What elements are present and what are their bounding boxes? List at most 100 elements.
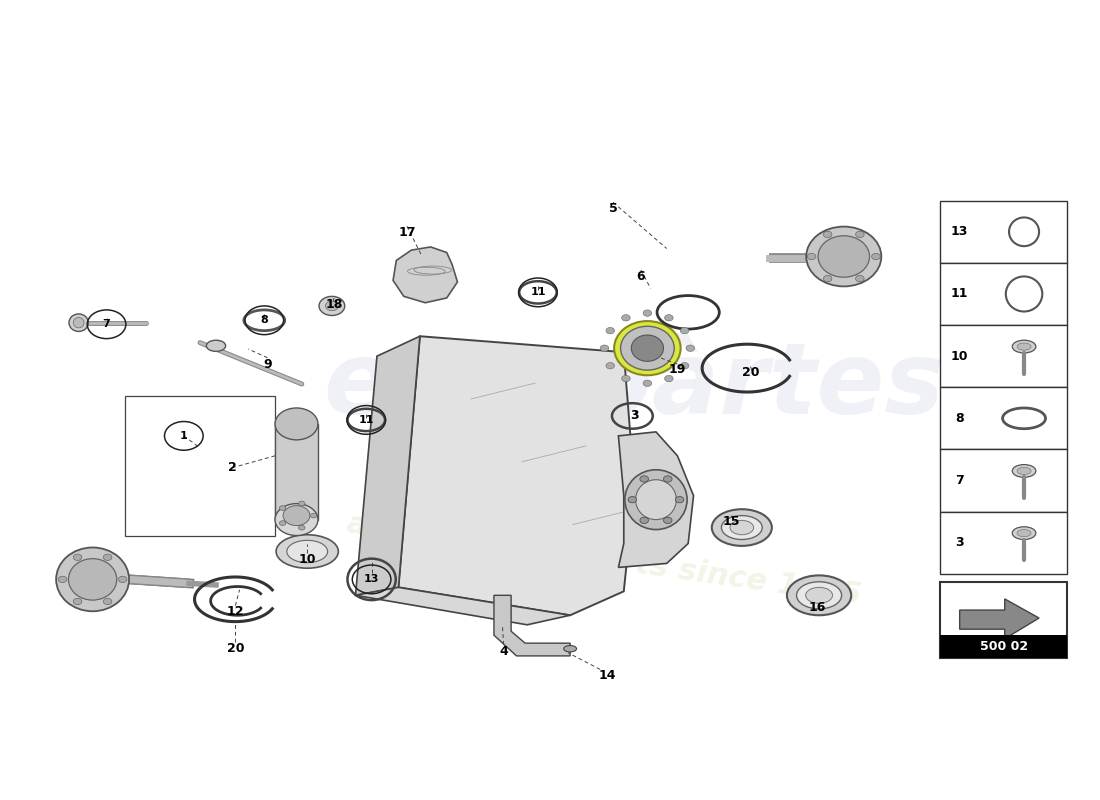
Ellipse shape xyxy=(207,340,226,351)
Text: 8: 8 xyxy=(261,315,268,326)
Text: europàrtes: europàrtes xyxy=(323,334,944,435)
Text: 19: 19 xyxy=(669,363,686,376)
Text: 15: 15 xyxy=(723,514,740,528)
Text: 5: 5 xyxy=(608,202,617,215)
Ellipse shape xyxy=(68,558,117,600)
Text: 500 02: 500 02 xyxy=(980,640,1027,653)
Text: 11: 11 xyxy=(530,287,546,298)
Bar xyxy=(940,635,1067,658)
Circle shape xyxy=(664,314,673,321)
Text: 10: 10 xyxy=(298,553,316,566)
Ellipse shape xyxy=(636,480,676,519)
Circle shape xyxy=(606,327,615,334)
Bar xyxy=(940,325,1067,387)
Bar xyxy=(940,263,1067,325)
Circle shape xyxy=(621,375,630,382)
Ellipse shape xyxy=(275,504,318,535)
Ellipse shape xyxy=(722,515,762,539)
Circle shape xyxy=(58,576,67,582)
Bar xyxy=(940,582,1067,658)
Circle shape xyxy=(871,254,880,260)
Ellipse shape xyxy=(287,540,328,562)
Circle shape xyxy=(824,231,832,238)
Polygon shape xyxy=(494,595,570,656)
Text: 1: 1 xyxy=(180,431,188,441)
Ellipse shape xyxy=(1018,467,1031,474)
Polygon shape xyxy=(618,432,693,567)
Circle shape xyxy=(856,231,865,238)
Circle shape xyxy=(601,345,608,351)
Circle shape xyxy=(640,517,649,523)
Polygon shape xyxy=(959,599,1040,638)
Polygon shape xyxy=(398,336,635,615)
Ellipse shape xyxy=(563,646,576,652)
Text: 7: 7 xyxy=(955,474,964,487)
Polygon shape xyxy=(393,247,458,302)
Circle shape xyxy=(103,598,112,605)
Circle shape xyxy=(663,476,672,482)
Text: 4: 4 xyxy=(499,645,508,658)
Circle shape xyxy=(326,301,339,310)
Ellipse shape xyxy=(69,314,88,331)
Ellipse shape xyxy=(620,326,674,370)
Circle shape xyxy=(680,327,689,334)
Bar xyxy=(275,424,318,519)
Text: 11: 11 xyxy=(950,287,968,301)
Ellipse shape xyxy=(625,470,688,530)
Ellipse shape xyxy=(74,318,84,328)
Ellipse shape xyxy=(1012,465,1036,478)
Circle shape xyxy=(298,501,305,506)
Ellipse shape xyxy=(1012,340,1036,353)
Circle shape xyxy=(807,254,816,260)
Circle shape xyxy=(856,275,865,282)
Text: 16: 16 xyxy=(808,601,826,614)
Text: 6: 6 xyxy=(637,270,646,283)
Ellipse shape xyxy=(614,321,681,375)
Text: 3: 3 xyxy=(630,410,639,422)
Circle shape xyxy=(279,521,286,526)
Text: 3: 3 xyxy=(956,536,964,550)
Circle shape xyxy=(119,576,126,582)
Circle shape xyxy=(628,497,637,503)
Ellipse shape xyxy=(1018,343,1031,350)
Circle shape xyxy=(298,526,305,530)
Circle shape xyxy=(663,517,672,523)
Text: 13: 13 xyxy=(364,574,380,584)
Text: 12: 12 xyxy=(227,605,244,618)
Circle shape xyxy=(74,554,81,561)
Circle shape xyxy=(621,314,630,321)
Bar xyxy=(940,201,1067,263)
Ellipse shape xyxy=(786,575,851,615)
Ellipse shape xyxy=(806,226,881,286)
Ellipse shape xyxy=(631,335,663,362)
Circle shape xyxy=(664,375,673,382)
Polygon shape xyxy=(355,587,570,625)
Text: 10: 10 xyxy=(950,350,968,362)
Text: 9: 9 xyxy=(263,358,272,370)
Text: 20: 20 xyxy=(227,642,244,655)
Text: 11: 11 xyxy=(359,415,374,425)
Text: 18: 18 xyxy=(326,298,343,311)
Text: 8: 8 xyxy=(956,412,964,425)
Circle shape xyxy=(606,362,615,369)
Ellipse shape xyxy=(56,547,129,611)
Bar xyxy=(940,450,1067,512)
Ellipse shape xyxy=(276,534,339,568)
Ellipse shape xyxy=(275,408,318,440)
Ellipse shape xyxy=(818,236,869,278)
Text: 13: 13 xyxy=(952,226,968,238)
Circle shape xyxy=(103,554,112,561)
Text: 14: 14 xyxy=(598,669,616,682)
Circle shape xyxy=(824,275,832,282)
Ellipse shape xyxy=(1012,526,1036,539)
Circle shape xyxy=(279,506,286,510)
Circle shape xyxy=(644,380,651,386)
Circle shape xyxy=(310,514,317,518)
Bar xyxy=(940,387,1067,450)
Text: 17: 17 xyxy=(398,226,416,239)
Bar xyxy=(940,512,1067,574)
Text: 7: 7 xyxy=(102,319,110,330)
Circle shape xyxy=(644,310,651,316)
Ellipse shape xyxy=(1018,530,1031,537)
Circle shape xyxy=(686,345,694,351)
